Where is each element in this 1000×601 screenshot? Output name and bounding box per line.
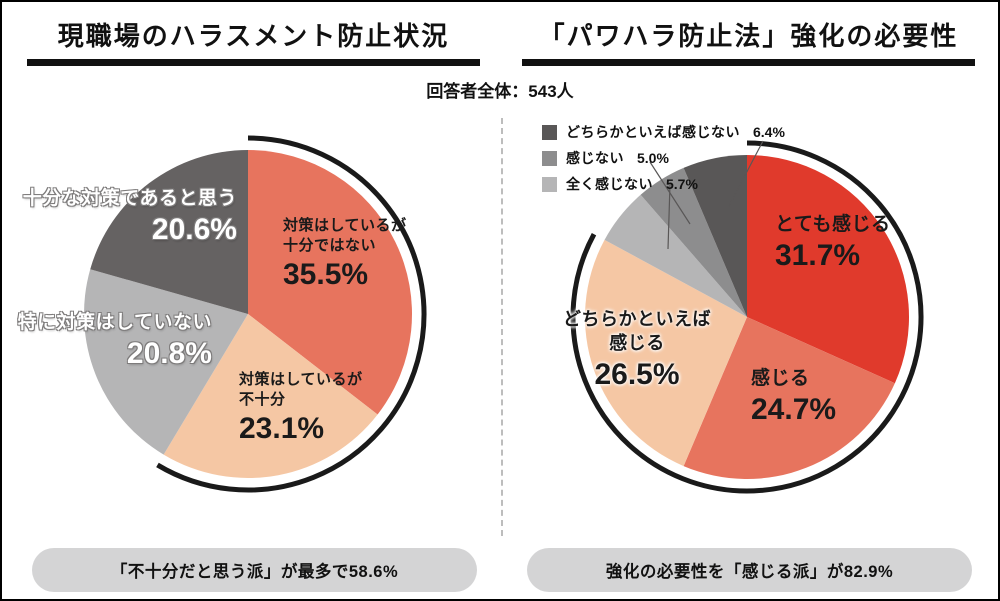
legend-pct-not-feel: 5.0% (637, 150, 669, 166)
left-summary-text: 「不十分だと思う派」が最多で58.6% (110, 563, 399, 581)
pie-0-slice-0 (248, 150, 412, 415)
legend-swatch-light-gray (542, 176, 557, 192)
center-dashed-divider (501, 118, 503, 536)
legend-row-not-feel-at-all: 全く感じない 5.7% (542, 174, 785, 194)
pie-1-slice-0 (747, 155, 909, 384)
right-pie-legend: どちらかといえば感じない 6.4% 感じない 5.0% 全く感じない 5.7% (542, 122, 785, 200)
pie-1-highlight-arc (570, 140, 924, 494)
legend-row-not-feel: 感じない 5.0% (542, 148, 785, 168)
right-summary-pill: 強化の必要性を「感じる派」が82.9% (527, 548, 972, 592)
left-title-underline-bar (27, 59, 480, 66)
pie-1-slice-1 (683, 317, 895, 479)
pie-0-slice-1 (163, 314, 378, 478)
pie-0-slice-3 (90, 150, 248, 314)
pie-0-slice-2 (83, 269, 248, 455)
pie-1-slice-2 (585, 239, 747, 467)
legend-label-not-feel: 感じない (566, 150, 624, 166)
right-title-underline-bar (522, 59, 975, 66)
respondents-total-label: 回答者全体：543人 (426, 82, 574, 101)
legend-label-rather-not-feel: どちらかといえば感じない (566, 124, 740, 140)
legend-label-not-feel-at-all: 全く感じない (566, 176, 653, 192)
left-chart-title: 現職場のハラスメント防止状況 (57, 21, 450, 51)
right-chart-title: 「パワハラ防止法」強化の必要性 (538, 21, 959, 51)
legend-pct-rather-not-feel: 6.4% (753, 124, 785, 140)
legend-swatch-medium-gray (542, 150, 557, 166)
right-title-block: 「パワハラ防止法」強化の必要性 (522, 16, 975, 66)
pie-1-slice-3 (604, 194, 747, 317)
pie-0-highlight-arc (156, 135, 427, 493)
left-summary-pill: 「不十分だと思う派」が最多で58.6% (32, 548, 477, 592)
legend-leader-line-2 (667, 183, 671, 250)
legend-row-rather-not-feel: どちらかといえば感じない 6.4% (542, 122, 785, 142)
legend-leader-line-0 (728, 140, 764, 207)
pie-1-slice-5 (683, 155, 747, 317)
right-summary-text: 強化の必要性を「感じる派」が82.9% (605, 563, 894, 581)
legend-swatch-dark-gray (542, 124, 557, 140)
left-title-block: 現職場のハラスメント防止状況 (27, 16, 480, 66)
legend-pct-not-feel-at-all: 5.7% (666, 176, 698, 192)
pie-1-slice-4 (640, 167, 747, 317)
